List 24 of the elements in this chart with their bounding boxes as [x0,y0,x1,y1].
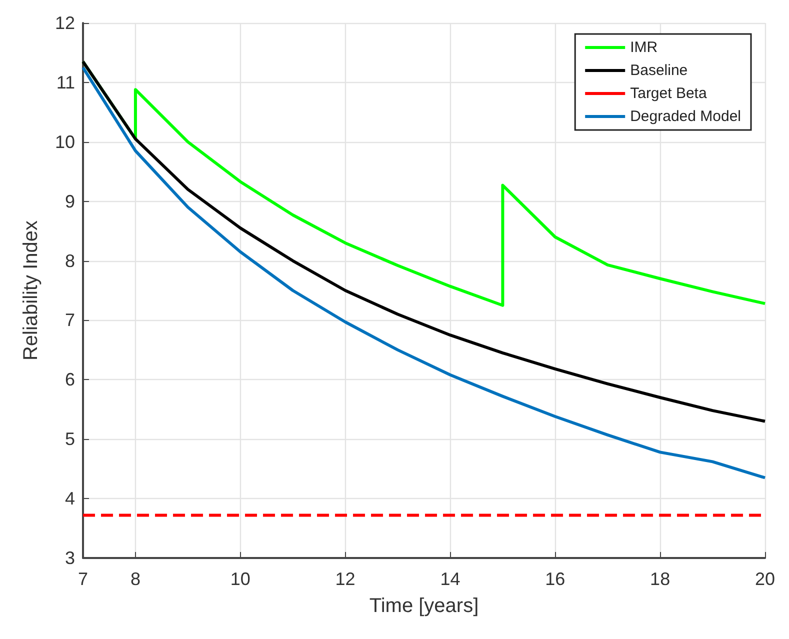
x-tick-label: 16 [545,569,566,589]
x-tick-label: 14 [440,569,460,589]
y-tick-label: 10 [54,132,75,152]
legend-label: Degraded Model [630,108,742,125]
x-tick-label: 18 [650,569,670,589]
y-axis-title: Reliability Index [20,220,42,361]
x-tick-label: 10 [230,569,250,589]
x-tick-label: 7 [78,569,88,589]
x-axis-title: Time [years] [369,595,479,617]
legend-label: IMR [630,39,658,56]
legend-label: Target Beta [630,85,708,102]
y-tick-label: 6 [64,370,75,390]
y-tick-label: 7 [64,310,75,330]
y-tick-label: 5 [64,429,75,450]
y-tick-label: 3 [64,548,75,568]
legend-label: Baseline [630,62,688,79]
y-tick-label: 8 [64,250,75,271]
y-tick-label: 11 [56,72,75,92]
y-tick-label: 9 [64,191,75,212]
x-tick-label: 8 [130,569,140,589]
x-tick-label: 20 [754,569,776,589]
y-tick-label: 12 [54,13,75,33]
y-tick-label: 4 [64,488,75,509]
x-tick-label: 12 [335,569,356,589]
